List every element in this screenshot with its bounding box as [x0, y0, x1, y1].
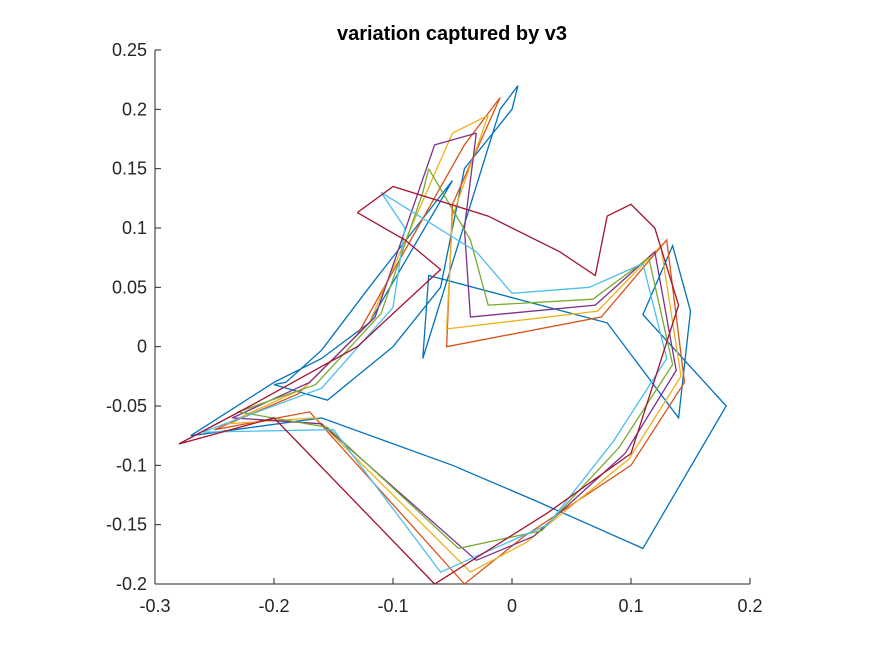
x-tick-label: 0.2 — [737, 596, 762, 616]
y-tick-label: 0.05 — [112, 277, 147, 297]
y-tick-label: -0.2 — [116, 574, 147, 594]
y-tick-label: -0.05 — [106, 396, 147, 416]
x-tick-label: 0 — [507, 596, 517, 616]
y-tick-label: 0.2 — [122, 99, 147, 119]
series-line-5 — [235, 168, 674, 550]
series-line-2 — [214, 97, 686, 585]
y-tick-label: -0.1 — [116, 455, 147, 475]
y-tick-label: 0.15 — [112, 159, 147, 179]
series-line-3 — [226, 114, 682, 573]
y-tick-label: -0.15 — [106, 515, 147, 535]
series-line-1 — [190, 85, 728, 550]
series-layer — [178, 85, 728, 585]
series-line-6 — [202, 191, 668, 573]
axes: -0.3 -0.2 -0.1 0 0.1 0.2-0.2-0.15-0.1-0.0500.… — [106, 40, 763, 616]
y-tick-label: 0.25 — [112, 40, 147, 60]
series-line-7 — [178, 185, 680, 585]
y-tick-label: 0 — [137, 337, 147, 357]
x-tick-label: -0.2 — [258, 596, 289, 616]
x-tick-label: -0.1 — [377, 596, 408, 616]
x-tick-label: 0.1 — [618, 596, 643, 616]
chart-title: variation captured by v3 — [337, 23, 567, 45]
x-tick-label: -0.3 — [139, 596, 170, 616]
series-line-4 — [232, 132, 677, 562]
y-tick-label: 0.1 — [122, 218, 147, 238]
